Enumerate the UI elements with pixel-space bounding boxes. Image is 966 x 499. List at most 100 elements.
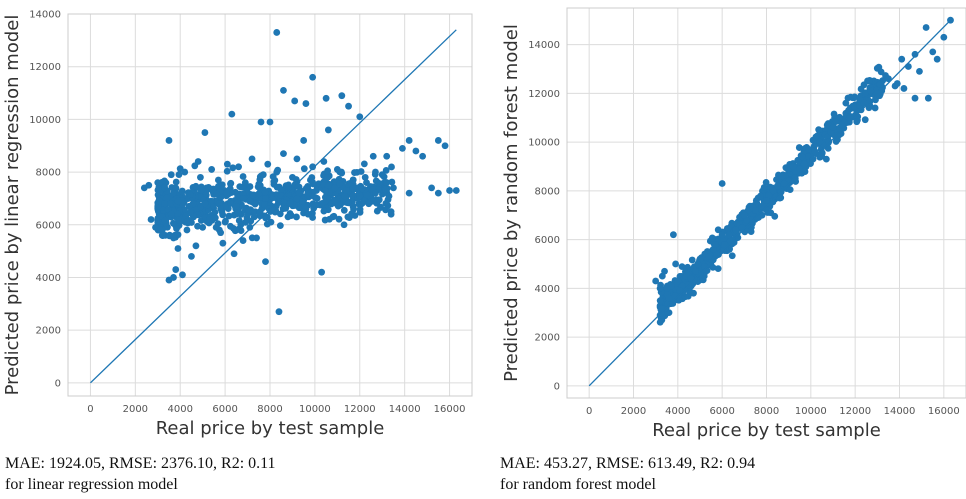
data-point	[732, 226, 739, 234]
data-point	[293, 213, 300, 221]
data-point	[705, 253, 713, 261]
data-point	[206, 216, 213, 223]
data-point	[760, 184, 768, 191]
data-point	[222, 189, 230, 197]
data-point	[762, 178, 770, 186]
data-point	[264, 160, 272, 168]
data-point	[817, 153, 825, 160]
x-tick-label: 14000	[389, 404, 421, 415]
data-point	[154, 179, 162, 187]
data-point	[922, 24, 930, 31]
data-point	[232, 226, 240, 234]
data-point	[249, 191, 257, 199]
data-point	[904, 63, 912, 70]
data-point	[165, 137, 173, 144]
data-point	[190, 213, 198, 221]
data-point	[219, 239, 227, 247]
data-point	[361, 173, 369, 181]
data-point	[156, 197, 163, 205]
data-point	[228, 110, 236, 118]
data-point	[215, 200, 223, 208]
data-point	[740, 211, 748, 219]
data-point	[683, 270, 691, 278]
data-point	[229, 164, 237, 172]
data-point	[183, 226, 191, 234]
data-point	[237, 221, 245, 229]
data-point	[170, 274, 177, 281]
random-forest-chart: 0 2000 4000 6000 8000 10000 12000 14000 16000 0 20…	[501, 7, 966, 441]
data-point	[321, 187, 329, 195]
data-point	[670, 231, 677, 239]
linear-regression-metrics: MAE: 1924.05, RMSE: 2376.10, R2: 0.11	[5, 455, 276, 472]
data-point	[405, 137, 413, 144]
data-point	[285, 181, 292, 189]
data-point	[140, 184, 148, 192]
data-point	[360, 160, 368, 168]
data-point	[778, 172, 786, 180]
data-point	[867, 87, 875, 95]
data-point	[363, 191, 371, 199]
data-point	[291, 97, 299, 105]
data-point	[261, 188, 269, 196]
data-point	[845, 106, 852, 114]
data-point	[769, 198, 777, 206]
data-point	[253, 234, 260, 242]
y-tick-label: 4000	[36, 273, 61, 284]
data-point	[175, 216, 182, 224]
y-tick-label: 14000	[528, 40, 560, 51]
data-point	[197, 186, 205, 194]
data-point	[842, 99, 850, 107]
data-point	[318, 200, 326, 208]
x-tick-label: 4000	[665, 406, 690, 417]
data-point	[829, 124, 837, 131]
data-point	[861, 116, 869, 124]
data-point	[382, 167, 390, 174]
data-point	[929, 48, 937, 56]
random-forest-caption: for random forest model	[500, 476, 656, 493]
data-point	[318, 268, 326, 276]
data-point	[234, 209, 242, 217]
data-point	[309, 163, 317, 171]
data-point	[335, 215, 343, 223]
data-point	[924, 94, 932, 102]
data-point	[217, 205, 225, 213]
data-point	[201, 200, 209, 208]
data-point	[825, 138, 832, 146]
data-point	[672, 260, 680, 268]
y-tick-label: 10000	[29, 115, 61, 126]
data-point	[369, 152, 377, 160]
data-point	[293, 155, 301, 163]
data-point	[656, 284, 664, 292]
data-point	[786, 186, 794, 194]
data-point	[358, 185, 366, 193]
y-tick-label: 10000	[528, 138, 560, 149]
data-point	[763, 197, 770, 204]
data-point	[419, 152, 427, 160]
y-tick-label: 6000	[535, 235, 560, 246]
data-point	[158, 231, 166, 239]
data-point	[245, 206, 253, 214]
data-point	[674, 277, 682, 285]
data-point	[390, 184, 397, 192]
data-point	[163, 194, 171, 202]
y-axis-label: Predicted price by random forest model	[501, 24, 522, 382]
data-point	[172, 266, 180, 273]
y-tick-label: 2000	[535, 333, 560, 344]
x-tick-label: 10000	[795, 406, 827, 417]
data-point	[378, 171, 386, 179]
data-point	[273, 183, 281, 191]
data-point	[349, 185, 357, 193]
data-point	[836, 113, 843, 121]
data-point	[714, 265, 722, 273]
data-point	[860, 99, 868, 107]
data-point	[313, 195, 321, 202]
data-point	[273, 29, 281, 36]
data-point	[405, 189, 413, 197]
data-point	[838, 121, 846, 129]
data-point	[382, 186, 390, 194]
data-point	[250, 213, 258, 221]
data-point	[192, 182, 200, 190]
data-point	[798, 153, 806, 161]
x-tick-label: 2000	[123, 404, 148, 415]
data-point	[175, 171, 183, 179]
